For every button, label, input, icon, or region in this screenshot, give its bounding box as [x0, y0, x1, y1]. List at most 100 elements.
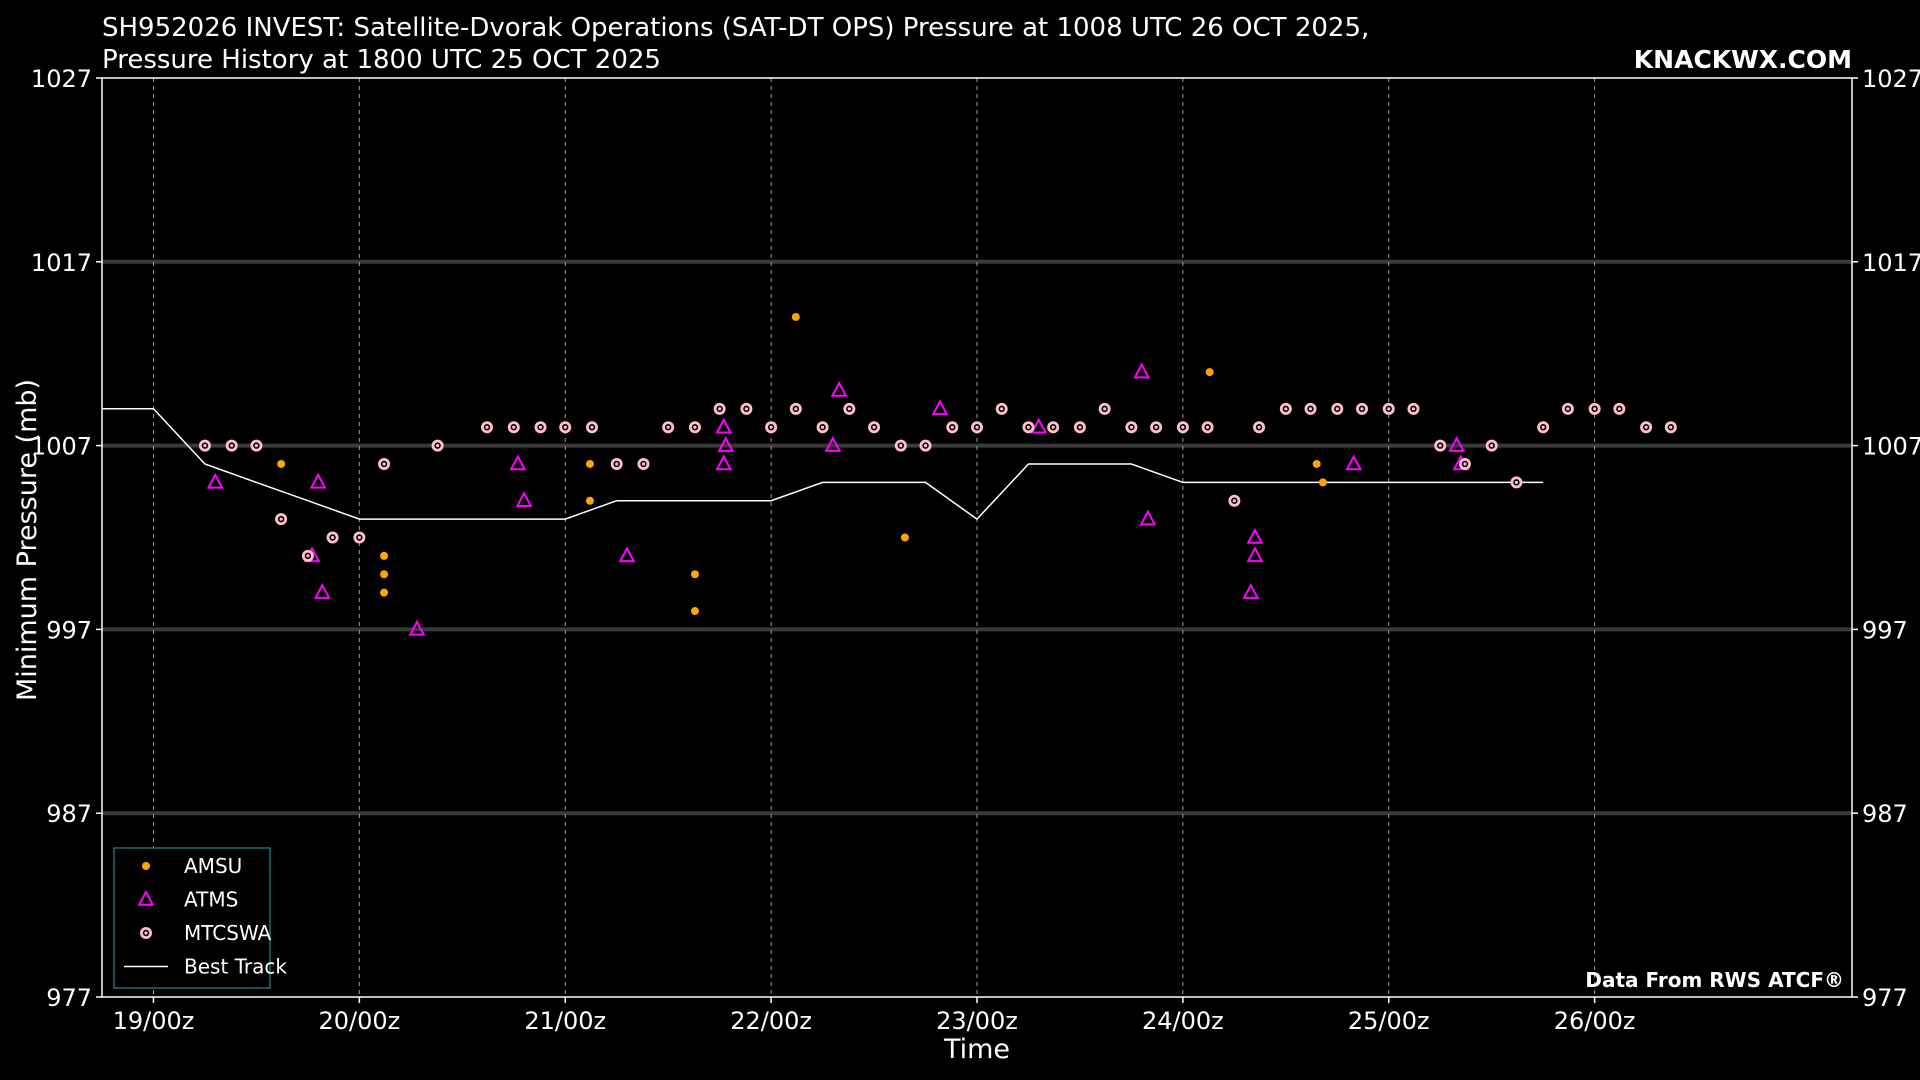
y-tick-label-left: 1017 — [31, 249, 92, 277]
mtcswa-point-center — [590, 425, 594, 429]
mtcswa-point — [740, 402, 753, 415]
x-axis-label: Time — [943, 1034, 1010, 1065]
mtcswa-point-center — [1026, 425, 1031, 429]
mtcswa-point-center — [435, 444, 440, 448]
atms-point — [717, 435, 735, 452]
mtcswa-point — [919, 439, 932, 452]
mtcswa-point — [1510, 476, 1523, 489]
amsu-point — [690, 607, 699, 616]
atms-point — [1030, 417, 1048, 434]
mtcswa-point — [843, 402, 856, 415]
mtcswa-point-center — [1078, 425, 1082, 429]
y-tick-label-right: 1017 — [1862, 249, 1920, 277]
x-tick-label: 19/00z — [113, 1007, 195, 1035]
legend: AMSU ATMS MTCSWA Best Track — [113, 847, 287, 989]
atms-point — [1139, 509, 1157, 526]
mtcswa-point — [1047, 421, 1060, 434]
atms-point — [1246, 527, 1264, 544]
legend-label-amsu: AMSU — [184, 854, 242, 878]
mtcswa-point-center — [1669, 425, 1673, 429]
atms-point — [515, 491, 533, 507]
mtcswa-point — [1125, 421, 1138, 434]
mtcswa-point-center — [641, 462, 646, 466]
mtcswa-point — [1664, 421, 1677, 434]
mtcswa-point — [946, 421, 959, 434]
mtcswa-point — [789, 402, 802, 415]
chart-title-line-2: Pressure History at 1800 UTC 25 OCT 2025 — [102, 45, 661, 75]
amsu-point — [380, 588, 389, 597]
mtcswa-point — [1640, 421, 1653, 434]
mtcswa-point-center — [1257, 425, 1261, 429]
mtcswa-point — [1098, 402, 1111, 415]
y-tick-label-right: 997 — [1862, 616, 1908, 644]
mtcswa-point — [1304, 402, 1317, 415]
mtcswa-point-center — [1051, 425, 1055, 429]
y-tick-label-left: 1007 — [31, 433, 92, 461]
amsu-point — [791, 312, 800, 321]
mtcswa-point — [816, 421, 829, 434]
mtcswa-point — [275, 513, 288, 526]
atms-point — [408, 619, 426, 636]
mtcswa-point-center — [1308, 407, 1313, 411]
mtcswa-point-center — [1514, 480, 1519, 484]
mtcswa-point-center — [899, 444, 903, 448]
mtcswa-point — [1613, 402, 1626, 415]
atms-point — [715, 454, 733, 471]
mtcswa-point-center — [718, 407, 722, 411]
mtcswa-point-center — [1232, 499, 1236, 503]
mtcswa-point-center — [847, 407, 851, 411]
mtcswa-point-center — [1438, 444, 1442, 448]
mtcswa-point-center — [666, 425, 670, 429]
mtcswa-point-center — [1284, 407, 1288, 411]
atms-point — [931, 399, 949, 416]
y-tick-label-left: 987 — [46, 800, 92, 828]
brand-watermark: KNACKWX.COM — [1634, 45, 1852, 74]
amsu-point — [1318, 478, 1327, 487]
data-credit: Data From RWS ATCF® — [1585, 968, 1844, 992]
mtcswa-point-center — [357, 535, 361, 540]
y-tick-label-right: 1027 — [1862, 65, 1920, 93]
mtcswa-point — [1253, 421, 1266, 434]
mtcswa-point-center — [1593, 407, 1597, 411]
mtcswa-point-center — [382, 462, 386, 466]
mtcswa-point — [431, 439, 444, 452]
mtcswa-point — [1150, 421, 1163, 434]
atms-point — [1133, 362, 1151, 379]
tick-layer: 977 977 987 987 997 997 1007 1007 1017 1017 1027 10… — [31, 65, 1920, 1035]
atms-point — [1246, 546, 1264, 563]
mtcswa-point-center — [1154, 425, 1158, 429]
mtcswa-point-center — [1411, 407, 1416, 411]
x-tick-label: 22/00z — [730, 1007, 812, 1035]
best-track-line — [102, 408, 1544, 521]
atms-point — [830, 380, 848, 397]
mtcswa-point-center — [279, 517, 283, 521]
mtcswa-point — [1279, 402, 1292, 415]
atms-point — [1448, 435, 1466, 452]
mtcswa-point-center — [872, 425, 876, 429]
mtcswa-point — [326, 531, 339, 544]
mtcswa-point — [481, 421, 493, 434]
mtcswa-point — [1176, 421, 1189, 434]
mtcswa-point-center — [1541, 425, 1545, 429]
legend-key-mtcswa — [140, 927, 152, 939]
legend-label-atms: ATMS — [184, 888, 238, 912]
atms-point — [1345, 454, 1363, 471]
mtcswa-point — [1201, 421, 1214, 434]
y-tick-label-left: 1027 — [31, 65, 92, 93]
x-tick-label: 21/00z — [524, 1007, 606, 1035]
mtcswa-point-center — [950, 425, 954, 429]
mtcswa-point-center — [1129, 425, 1134, 429]
mtcswa-point-center — [975, 425, 979, 429]
mtcswa-point — [198, 439, 211, 452]
mtcswa-point — [1228, 494, 1241, 507]
mtcswa-point-center — [693, 425, 697, 429]
mtcswa-point — [1073, 421, 1086, 434]
mtcswa-point-center — [330, 535, 335, 540]
mtcswa-point-center — [1463, 462, 1467, 466]
mtcswa-point-center — [769, 425, 773, 429]
mtcswa-point — [1537, 421, 1550, 434]
mtcswa-point — [1561, 402, 1574, 415]
mtcswa-point-center — [744, 407, 749, 411]
